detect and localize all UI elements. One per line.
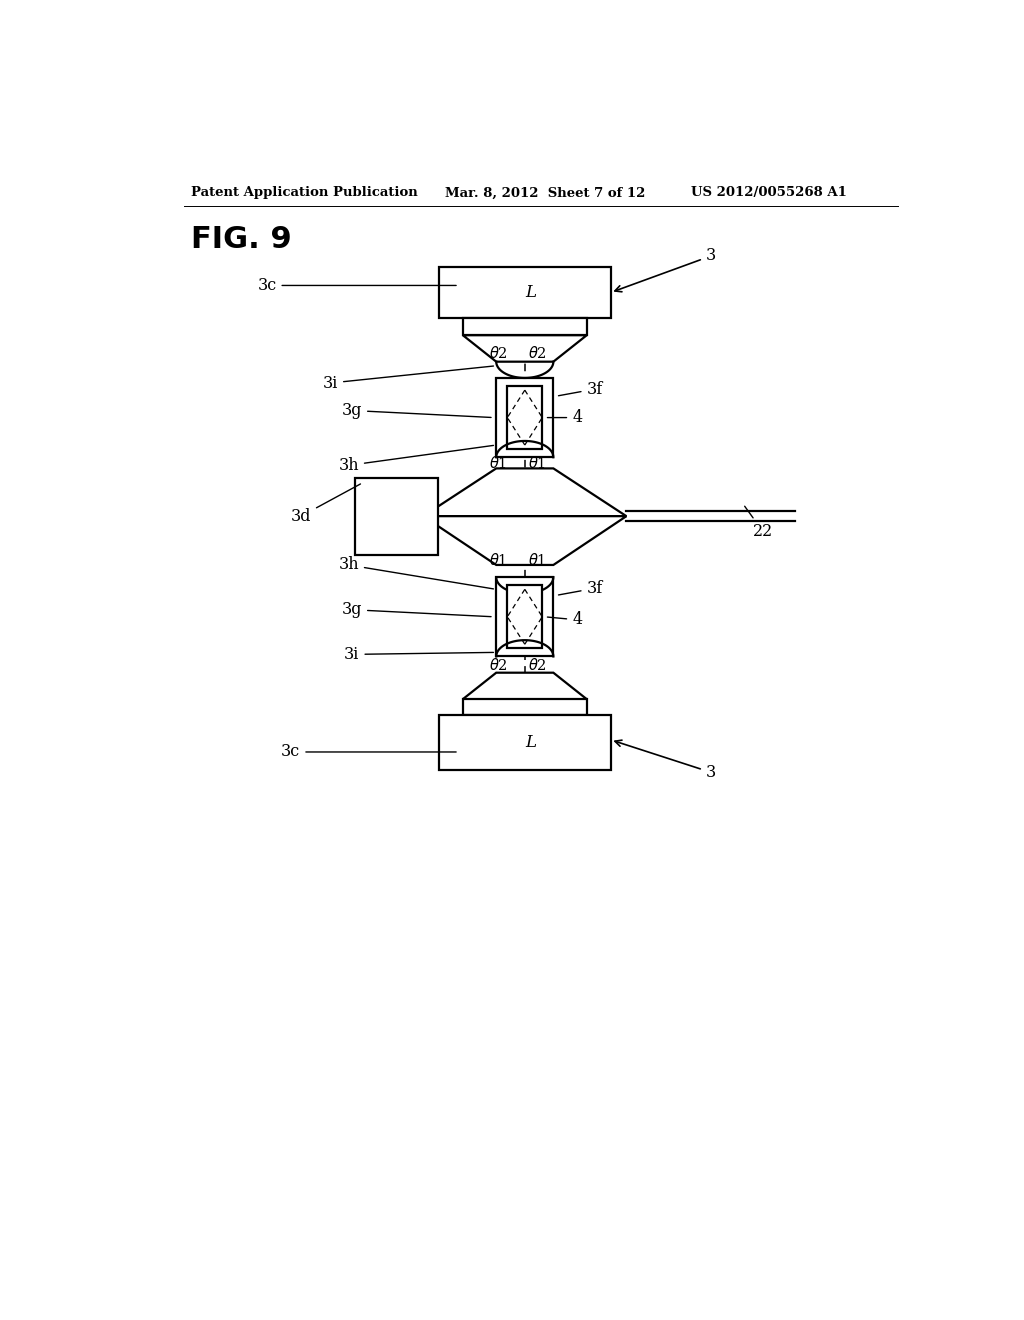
Text: 3f: 3f [558, 579, 603, 597]
Bar [439, 715, 610, 771]
Text: $\theta$1: $\theta$1 [489, 552, 507, 568]
Text: 3h: 3h [338, 557, 494, 589]
Polygon shape [463, 335, 587, 362]
Text: 3c: 3c [257, 277, 456, 294]
Text: $\theta$2: $\theta$2 [488, 345, 507, 360]
Bar [507, 385, 543, 449]
Text: US 2012/0055268 A1: US 2012/0055268 A1 [691, 186, 847, 199]
Text: 3i: 3i [323, 366, 494, 392]
Bar [463, 318, 587, 335]
Bar [507, 585, 543, 648]
Text: $\theta$2: $\theta$2 [488, 656, 507, 673]
Bar [497, 378, 553, 457]
Text: L: L [525, 734, 537, 751]
Text: 22: 22 [744, 507, 773, 540]
Bar [497, 577, 553, 656]
Text: $\theta$2: $\theta$2 [528, 345, 547, 360]
Text: L: L [525, 284, 537, 301]
Text: 3g: 3g [342, 601, 492, 618]
Text: FIG. 9: FIG. 9 [191, 226, 292, 255]
Bar [355, 478, 437, 554]
Text: $\theta$1: $\theta$1 [489, 455, 507, 471]
Bar [463, 700, 587, 715]
Text: 3: 3 [614, 247, 716, 292]
Text: 3f: 3f [558, 380, 603, 397]
Text: 4: 4 [548, 611, 583, 628]
Text: Patent Application Publication: Patent Application Publication [191, 186, 418, 199]
Text: 3c: 3c [281, 743, 456, 760]
Text: 3d: 3d [291, 484, 360, 524]
Text: 3h: 3h [338, 445, 494, 474]
Text: 3i: 3i [344, 645, 494, 663]
Text: Mar. 8, 2012  Sheet 7 of 12: Mar. 8, 2012 Sheet 7 of 12 [445, 186, 646, 199]
Text: $\theta$1: $\theta$1 [528, 455, 546, 471]
Polygon shape [423, 516, 627, 565]
Text: 4: 4 [548, 409, 583, 426]
Text: 3: 3 [615, 741, 716, 781]
Text: 3g: 3g [342, 403, 492, 418]
Bar [439, 267, 610, 318]
Text: $\theta$1: $\theta$1 [528, 552, 546, 568]
Polygon shape [463, 673, 587, 700]
Polygon shape [423, 469, 627, 516]
Text: $\theta$2: $\theta$2 [528, 656, 547, 673]
